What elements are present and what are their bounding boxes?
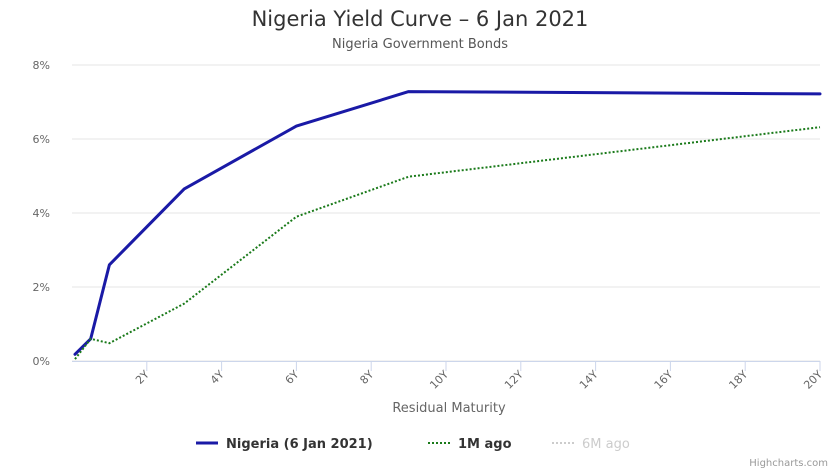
data-point[interactable]: [106, 262, 112, 268]
x-axis-title: Residual Maturity: [392, 401, 506, 416]
data-point[interactable]: [293, 214, 299, 220]
data-point[interactable]: [106, 340, 112, 346]
data-point[interactable]: [181, 301, 187, 307]
data-point[interactable]: [72, 356, 78, 362]
x-tick-label: 6Y: [283, 368, 302, 387]
legend-label: Nigeria (6 Jan 2021): [226, 437, 373, 452]
legend-item-2[interactable]: 6M ago: [552, 437, 630, 452]
series-line-0[interactable]: [73, 90, 822, 356]
x-tick-label: 10Y: [427, 368, 451, 392]
y-tick-label: 6%: [33, 133, 50, 146]
y-tick-label: 8%: [33, 59, 50, 72]
x-tick-label: 16Y: [652, 368, 676, 392]
x-tick-label: 8Y: [357, 368, 376, 387]
data-point[interactable]: [406, 89, 412, 95]
chart-title: Nigeria Yield Curve – 6 Jan 2021: [252, 7, 589, 31]
legend: Nigeria (6 Jan 2021) 1M ago 6M ago: [196, 437, 630, 452]
series-line-1[interactable]: [74, 126, 821, 360]
x-tick-label: 20Y: [801, 368, 825, 392]
x-tick-label: 12Y: [502, 368, 526, 392]
y-tick-label: 4%: [33, 207, 50, 220]
data-point[interactable]: [88, 336, 94, 342]
y-axis: 0% 2% 4% 6% 8%: [33, 59, 50, 368]
data-point[interactable]: [406, 174, 412, 180]
data-point[interactable]: [293, 123, 299, 129]
x-tick-label: 18Y: [726, 368, 750, 392]
y-tick-label: 2%: [33, 281, 50, 294]
x-tick-label: 4Y: [208, 368, 227, 387]
data-point[interactable]: [817, 91, 823, 97]
legend-label: 6M ago: [582, 437, 630, 452]
legend-label: 1M ago: [458, 437, 512, 452]
x-tick-label: 2Y: [133, 368, 152, 387]
x-axis: 2Y 4Y 6Y 8Y 10Y 12Y 14Y 16Y 18Y 20Y: [72, 361, 825, 392]
legend-item-1[interactable]: 1M ago: [428, 437, 512, 452]
x-tick-label: 14Y: [577, 368, 601, 392]
series-lines: [72, 89, 823, 362]
y-tick-label: 0%: [33, 355, 50, 368]
data-point[interactable]: [181, 186, 187, 192]
chart-subtitle: Nigeria Government Bonds: [332, 37, 508, 52]
data-point[interactable]: [817, 124, 823, 130]
legend-item-0[interactable]: Nigeria (6 Jan 2021): [196, 437, 373, 452]
credits-link[interactable]: Highcharts.com: [749, 458, 828, 469]
grid-lines: [72, 64, 820, 362]
